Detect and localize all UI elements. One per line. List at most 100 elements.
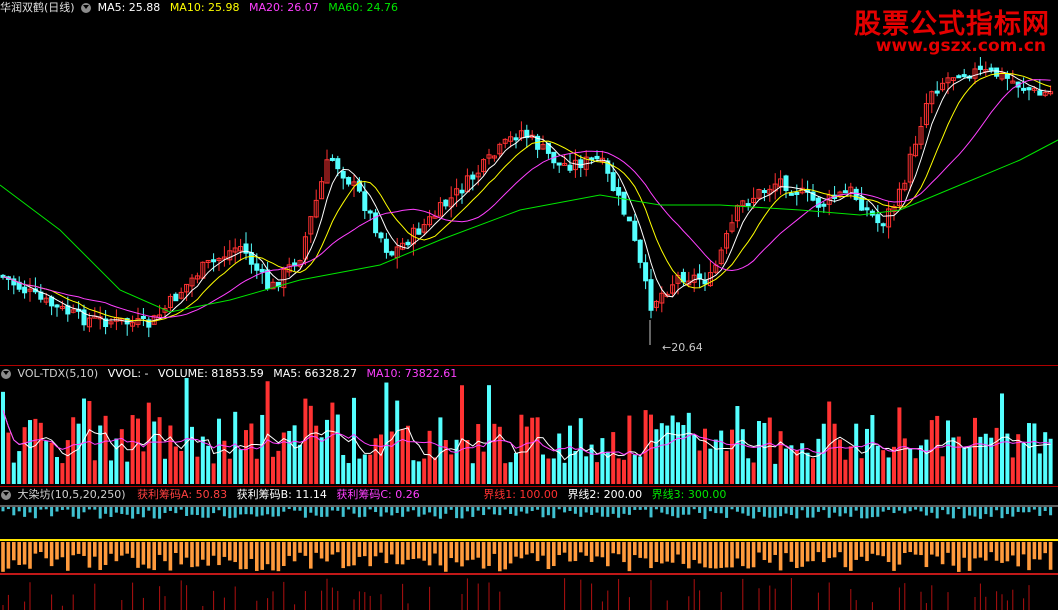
indicator-cyan-bar <box>347 507 351 510</box>
dropdown-circle-icon[interactable] <box>81 3 92 13</box>
candle-body <box>686 280 692 286</box>
indicator-cyan-bar <box>298 507 302 511</box>
indicator-orange-bar <box>368 542 372 567</box>
indicator-cyan-bar <box>1022 507 1026 513</box>
volume-bar <box>983 433 988 484</box>
candle-body <box>956 75 962 79</box>
indicator-orange-bar <box>319 542 324 559</box>
candle-body <box>140 315 146 319</box>
indicator-orange-bar <box>822 542 826 563</box>
indicator-cyan-bar <box>1005 507 1009 515</box>
low-price-marker: ←20.64 <box>662 341 703 354</box>
indicator-cyan-bar <box>557 507 561 510</box>
indicator-cyan-bar <box>33 507 37 519</box>
indicator-orange-bar <box>616 542 621 555</box>
indicator-cyan-bar <box>584 507 588 513</box>
dropdown-circle-icon[interactable] <box>1 490 11 500</box>
candle-body <box>934 90 940 94</box>
indicator-cyan-bar <box>595 507 599 513</box>
candle-body <box>907 153 913 183</box>
volume-bar <box>902 438 907 484</box>
indicator-orange-bar <box>930 542 934 555</box>
indicator-orange-bar <box>903 542 907 554</box>
volume-bar <box>406 425 410 484</box>
dropdown-circle-icon[interactable] <box>1 369 11 379</box>
vol-ma5-label: MA5: 66328.27 <box>273 367 357 380</box>
candle-body <box>108 321 114 325</box>
indicator-cyan-bar <box>266 507 270 515</box>
indicator-orange-bar <box>228 542 232 561</box>
volume-bar <box>778 431 783 484</box>
indicator-cyan-bar <box>816 507 820 512</box>
volume-bar <box>1016 434 1021 484</box>
volume-bar <box>411 460 416 484</box>
volume-bar <box>152 421 157 484</box>
volume-bar <box>973 417 977 484</box>
candle-body <box>97 316 103 320</box>
candle-body <box>286 264 292 273</box>
indicator-cyan-bar <box>627 507 631 515</box>
volume-bar <box>352 397 356 484</box>
main-panel-header: 华润双鹤(日线) MA5: 25.88 MA10: 25.98 MA20: 26… <box>0 0 404 16</box>
indicator-cyan-bar <box>552 507 556 519</box>
indicator-orange-bar <box>692 542 696 560</box>
candle-body <box>578 159 584 169</box>
candle-body <box>1031 87 1037 91</box>
candle-body <box>794 191 800 196</box>
indicator-orange-bar <box>476 542 480 558</box>
indicator-orange-bar <box>325 542 329 562</box>
indicator-cyan-bar <box>757 507 761 513</box>
indicator-cyan-bar <box>784 507 788 514</box>
indicator-cyan-bar <box>903 507 907 514</box>
indicator-cyan-bar <box>71 507 75 517</box>
candle-body <box>340 170 346 179</box>
candle-body <box>470 174 476 180</box>
indicator-orange-bar <box>357 542 362 557</box>
candle-body <box>130 322 136 327</box>
volume-bar <box>427 430 432 484</box>
volume-bar <box>1027 423 1031 484</box>
indicator-orange-bar <box>28 542 32 569</box>
indicator-orange-bar <box>244 542 248 570</box>
indicator-orange-bar <box>886 542 891 563</box>
indicator-cyan-bar <box>282 507 286 512</box>
indicator-cyan-bar <box>708 507 712 512</box>
indicator-orange-bar <box>838 542 842 553</box>
boundary2-label: 界线2: 200.00 <box>567 488 643 501</box>
indicator-cyan-bar <box>924 507 928 516</box>
indicator-cyan-bar <box>293 507 297 511</box>
indicator-cyan-bar <box>687 507 691 515</box>
indicator-orange-bar <box>309 542 313 569</box>
indicator-orange-bar <box>211 542 216 556</box>
indicator-cyan-bar <box>606 507 610 517</box>
candle-body <box>1010 80 1016 84</box>
candle-body <box>562 162 568 166</box>
volume-bar <box>740 429 745 484</box>
volume-bar <box>103 415 108 484</box>
indicator-orange-bar <box>271 542 275 571</box>
indicator-cyan-bar <box>50 507 54 517</box>
indicator-orange-bar <box>940 542 945 565</box>
indicator-orange-bar <box>1016 542 1020 567</box>
indicator-orange-bar <box>919 542 923 556</box>
indicator-name: 大染坊(10,5,20,250) <box>17 488 126 501</box>
indicator-orange-bar <box>665 542 669 562</box>
indicator-orange-bar <box>530 542 534 554</box>
ma10-line <box>2 72 1051 322</box>
indicator-orange-bar <box>130 542 135 558</box>
volume-bar <box>476 424 481 484</box>
indicator-cyan-bar <box>525 507 529 514</box>
indicator-cyan-bar <box>66 507 70 510</box>
indicator-cyan-bar <box>190 507 194 515</box>
volume-bar <box>503 463 508 484</box>
volume-bar <box>670 415 675 484</box>
indicator-cyan-bar <box>492 507 496 515</box>
indicator-orange-bar <box>546 542 551 570</box>
indicator-cyan-bar <box>833 507 837 513</box>
candle-body <box>184 283 190 293</box>
indicator-orange-bar <box>600 542 605 558</box>
candle-body <box>626 216 632 222</box>
indicator-cyan-bar <box>568 507 572 512</box>
candle-body <box>427 216 433 226</box>
